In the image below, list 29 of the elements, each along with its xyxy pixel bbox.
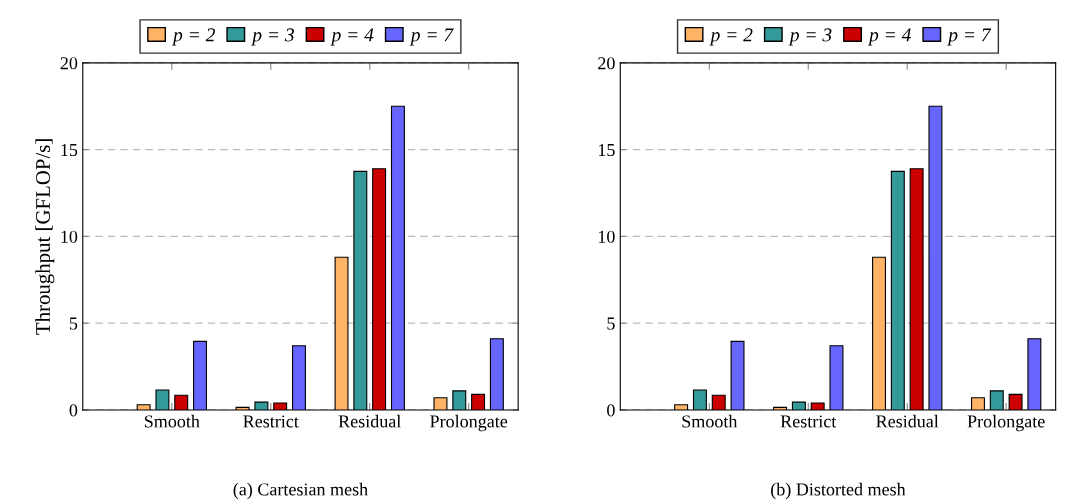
legend-label: p = 7 bbox=[409, 28, 454, 46]
x-tick-label: Smooth bbox=[144, 414, 200, 428]
y-tick-label: 0 bbox=[607, 404, 615, 417]
legend-label: p = 4 bbox=[867, 28, 911, 46]
legend-label: p = 7 bbox=[947, 28, 992, 46]
x-tick-label: Prolongate bbox=[430, 414, 508, 432]
x-tick-label: Residual bbox=[338, 414, 401, 428]
y-tick-label: 5 bbox=[607, 317, 615, 330]
text: (a) Cartesian mesh bbox=[233, 482, 368, 500]
legend-label: p = 2 bbox=[171, 28, 215, 46]
legend-label: p = 3 bbox=[788, 28, 832, 46]
legend-label: p = 4 bbox=[330, 28, 374, 46]
y-tick-label: 15 bbox=[61, 143, 78, 157]
y-tick-label: 10 bbox=[61, 230, 78, 243]
legend-label: p = 3 bbox=[251, 28, 294, 46]
legend-label: p = 2 bbox=[709, 28, 753, 46]
text: (b) Distorted mesh bbox=[771, 482, 906, 500]
y-axis-title: Throughput [GFLOP/s] bbox=[35, 139, 55, 335]
y-tick-label: 0 bbox=[69, 404, 78, 417]
y-tick-label: 5 bbox=[69, 317, 78, 330]
y-tick-label: 15 bbox=[598, 143, 615, 157]
y-tick-label: 10 bbox=[598, 230, 615, 243]
y-tick-label: 20 bbox=[598, 57, 615, 70]
x-tick-label: Residual bbox=[876, 414, 939, 428]
x-tick-label: Restrict bbox=[780, 415, 837, 428]
x-tick-label: Smooth bbox=[682, 414, 738, 428]
x-tick-label: Restrict bbox=[243, 415, 299, 428]
x-tick-label: Prolongate bbox=[967, 414, 1045, 432]
y-tick-label: 20 bbox=[60, 57, 78, 70]
